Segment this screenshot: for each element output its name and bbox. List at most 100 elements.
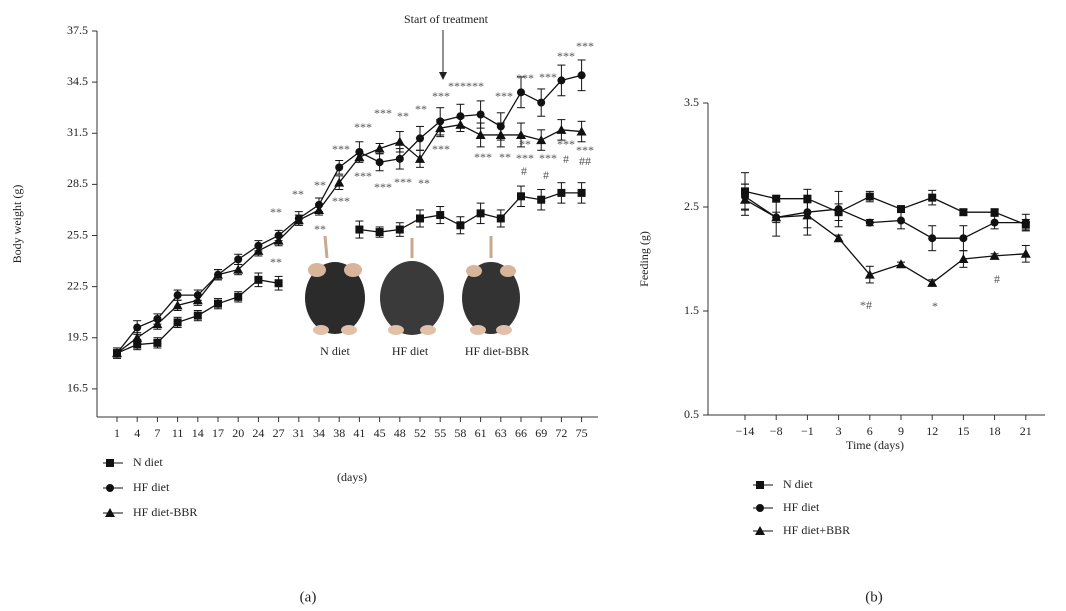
x-tick-label: 7 [154, 426, 160, 440]
y-tick-label: 0.5 [684, 407, 699, 421]
significance-mark: ** [270, 205, 282, 219]
marker [234, 255, 243, 264]
y-tick-label: 25.5 [67, 227, 88, 241]
significance-mark: # [994, 272, 1000, 286]
marker [517, 192, 525, 201]
marker [834, 205, 843, 214]
marker [214, 299, 222, 308]
marker [557, 188, 566, 197]
series-line [744, 190, 1027, 226]
image-label: N diet [320, 344, 350, 358]
legend-label: HF diet-BBR [133, 505, 197, 519]
marker [173, 291, 182, 300]
x-axis-label: Time (days) [846, 438, 904, 452]
x-tick-label: 31 [293, 426, 305, 440]
marker [435, 123, 446, 133]
marker [394, 136, 405, 146]
significance-mark: *** [557, 49, 575, 63]
marker [192, 295, 203, 305]
marker [455, 119, 466, 129]
arrow-label: Start of treatment [404, 12, 489, 26]
significance-mark: ** [270, 255, 282, 269]
y-tick-label: 37.5 [67, 23, 88, 37]
mouse-image [305, 235, 365, 335]
marker [133, 340, 142, 349]
marker [193, 311, 202, 320]
significance-mark: *** [576, 143, 594, 157]
significance-mark: *** [374, 180, 392, 194]
y-tick-label: 1.5 [684, 303, 699, 317]
marker [293, 215, 304, 225]
significance-mark: # [521, 164, 527, 178]
x-tick-label: 20 [232, 426, 244, 440]
panel-label: (b) [865, 589, 883, 605]
x-tick-label: 55 [434, 426, 446, 440]
x-tick-label: 69 [535, 426, 547, 440]
significance-mark: ** [397, 109, 409, 123]
x-tick-label: −8 [770, 424, 783, 438]
marker [234, 292, 243, 301]
marker [152, 319, 163, 329]
marker [153, 338, 162, 347]
x-tick-label: 75 [576, 426, 588, 440]
marker [355, 225, 364, 234]
x-tick-label: 24 [252, 426, 264, 440]
marker [132, 332, 143, 342]
marker [928, 193, 937, 202]
significance-mark: ** [418, 176, 430, 190]
y-tick-label: 16.5 [67, 381, 88, 395]
marker [173, 318, 182, 327]
significance-mark: *** [539, 151, 557, 165]
significance-mark: *** [354, 169, 372, 183]
marker [989, 250, 1000, 260]
marker [436, 211, 445, 220]
panel-label: (a) [300, 589, 317, 605]
marker [576, 126, 587, 136]
marker [1021, 218, 1030, 227]
legend-marker [755, 526, 765, 535]
significance-mark: *** [354, 120, 372, 134]
x-tick-label: 45 [374, 426, 386, 440]
x-tick-label: 27 [273, 426, 285, 440]
significance-mark: * [932, 299, 938, 313]
image-label: HF diet-BBR [465, 344, 529, 358]
marker [416, 134, 424, 143]
significance-mark: *** [432, 142, 450, 156]
legend-marker [756, 481, 764, 489]
marker [476, 209, 485, 218]
marker [1020, 248, 1031, 258]
y-axis-label: Feeding (g) [637, 231, 651, 287]
marker [375, 158, 384, 167]
marker [416, 214, 424, 223]
significance-mark: *** [474, 150, 492, 164]
marker [334, 177, 345, 187]
significance-mark: *** [557, 137, 575, 151]
y-tick-label: 2.5 [684, 199, 699, 213]
x-tick-label: 9 [898, 424, 904, 438]
marker [740, 194, 750, 204]
significance-mark: ** [292, 187, 304, 201]
significance-mark: *** [394, 175, 412, 189]
x-tick-label: 41 [353, 426, 365, 440]
marker [557, 76, 566, 85]
marker [958, 254, 969, 263]
marker [395, 154, 404, 163]
y-tick-label: 22.5 [67, 278, 88, 292]
marker [233, 264, 244, 274]
marker [274, 279, 283, 288]
y-tick-label: 19.5 [67, 330, 88, 344]
image-label: HF diet [392, 344, 429, 358]
marker [335, 163, 344, 172]
marker [536, 135, 547, 145]
marker [456, 221, 465, 230]
marker [253, 245, 264, 255]
marker [375, 228, 384, 237]
significance-mark: ** [519, 137, 531, 151]
x-tick-label: 18 [989, 424, 1001, 438]
marker [865, 218, 874, 227]
significance-mark: # [543, 168, 549, 182]
marker [112, 348, 122, 358]
marker [476, 110, 485, 119]
